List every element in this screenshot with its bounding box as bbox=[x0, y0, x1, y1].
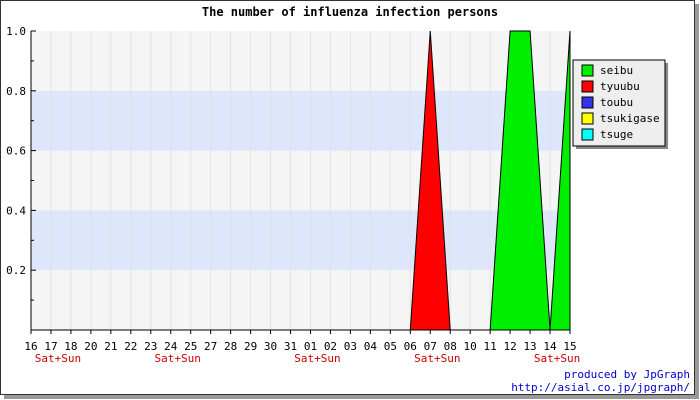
footer-url: http://asial.co.jp/jpgraph/ bbox=[511, 381, 690, 394]
weekend-label: Sat+Sun bbox=[35, 352, 81, 365]
x-tick-label: 01 bbox=[304, 340, 317, 353]
x-tick-label: 28 bbox=[224, 340, 237, 353]
legend-swatch-seibu bbox=[581, 64, 594, 77]
x-tick-label: 12 bbox=[503, 340, 516, 353]
weekend-label: Sat+Sun bbox=[155, 352, 201, 365]
grid-bands bbox=[31, 31, 571, 330]
x-tick-label: 23 bbox=[144, 340, 157, 353]
legend-swatch-tyuubu bbox=[581, 80, 594, 93]
x-tick-label: 15 bbox=[563, 340, 576, 353]
x-tick-label: 07 bbox=[424, 340, 437, 353]
y-tick-label: 0.6 bbox=[6, 145, 26, 158]
x-tick-label: 06 bbox=[404, 340, 417, 353]
x-tick-label: 14 bbox=[543, 340, 557, 353]
x-tick-label: 08 bbox=[444, 340, 457, 353]
legend-swatch-toubu bbox=[581, 96, 594, 109]
legend-swatch-tsukigase bbox=[581, 112, 594, 125]
x-tick-label: 10 bbox=[464, 340, 477, 353]
weekend-label: Sat+Sun bbox=[414, 352, 460, 365]
x-tick-label: 02 bbox=[324, 340, 337, 353]
x-tick-label: 18 bbox=[64, 340, 77, 353]
x-tick-label: 17 bbox=[44, 340, 57, 353]
x-tick-label: 11 bbox=[484, 340, 497, 353]
x-tick-label: 21 bbox=[104, 340, 117, 353]
grid-band-1 bbox=[31, 90, 570, 151]
legend-label-tsukigase: tsukigase bbox=[600, 112, 660, 125]
x-tick-label: 25 bbox=[184, 340, 197, 353]
x-tick-label: 16 bbox=[24, 340, 37, 353]
x-tick-label: 03 bbox=[344, 340, 357, 353]
x-tick-label: 27 bbox=[204, 340, 217, 353]
y-tick-label: 0.2 bbox=[6, 264, 26, 277]
legend-swatch-tsuge bbox=[581, 128, 594, 141]
legend-label-tyuubu: tyuubu bbox=[600, 80, 640, 93]
y-tick-label: 0.8 bbox=[6, 85, 26, 98]
x-tick-label: 13 bbox=[523, 340, 536, 353]
legend-label-tsuge: tsuge bbox=[600, 128, 633, 141]
legend-label-toubu: toubu bbox=[600, 96, 633, 109]
x-tick-label: 05 bbox=[384, 340, 397, 353]
y-tick-label: 1.0 bbox=[6, 25, 26, 38]
plot-area bbox=[31, 31, 570, 330]
x-tick-label: 22 bbox=[124, 340, 137, 353]
legend: seibu tyuubu toubu tsukigase tsuge bbox=[572, 59, 668, 149]
x-axis-ticks: 16 17 18 20 21 22 23 24 25 27 28 29 30 31 01 02 03 04 05 06… bbox=[24, 330, 580, 365]
weekend-label: Sat+Sun bbox=[294, 352, 340, 365]
legend-label-seibu: seibu bbox=[600, 64, 633, 77]
y-tick-label: 0.4 bbox=[6, 204, 26, 217]
weekend-label: Sat+Sun bbox=[534, 352, 580, 365]
y-axis-ticks: 0.2 0.4 0.6 0.8 1.0 bbox=[6, 25, 36, 301]
x-tick-label: 24 bbox=[164, 340, 178, 353]
x-tick-label: 30 bbox=[264, 340, 277, 353]
footer-produced-by: produced by JpGraph bbox=[564, 368, 690, 381]
x-tick-label: 04 bbox=[364, 340, 378, 353]
chart-title: The number of influenza infection person… bbox=[202, 5, 498, 19]
x-tick-label: 31 bbox=[284, 340, 297, 353]
grid-band-0 bbox=[31, 210, 570, 271]
x-tick-label: 29 bbox=[244, 340, 257, 353]
x-tick-label: 20 bbox=[84, 340, 97, 353]
